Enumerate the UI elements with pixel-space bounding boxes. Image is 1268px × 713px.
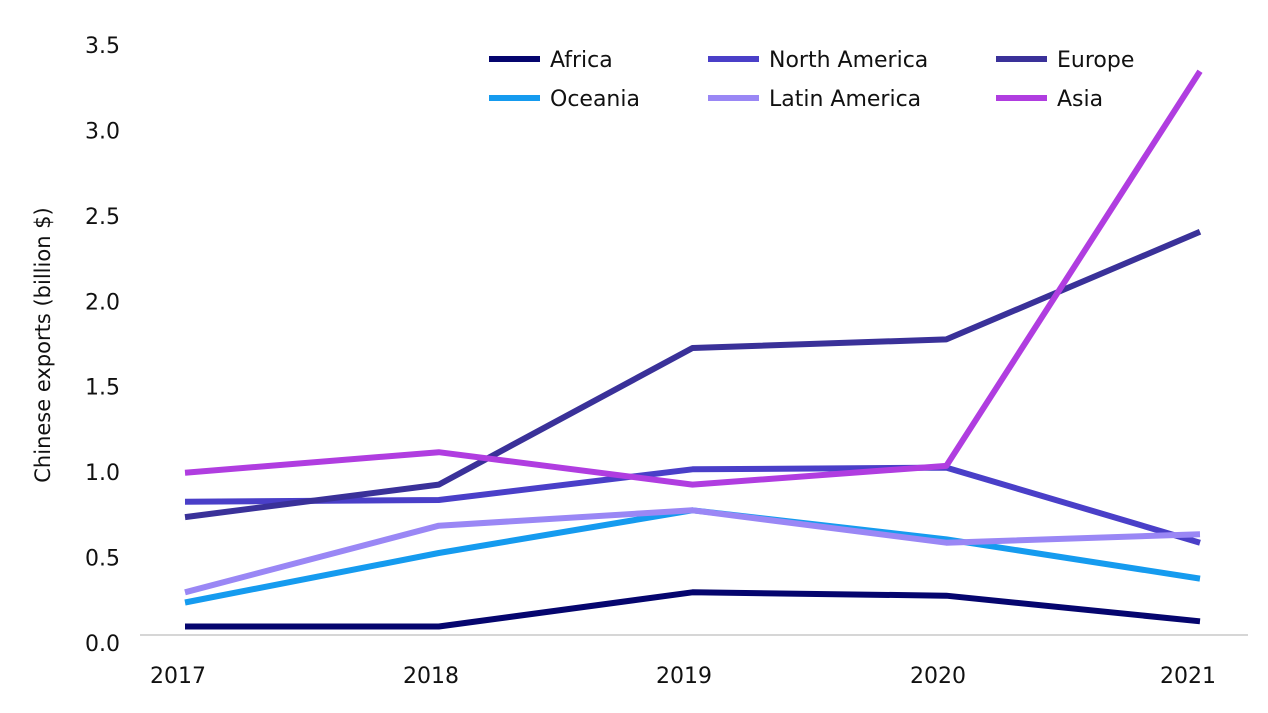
legend-item-oceania: Oceania [489, 87, 640, 112]
y-tick-label: 3.5 [85, 34, 120, 59]
y-axis-ticks: 0.0 0.5 1.0 1.5 2.0 2.5 3.0 3.5 [85, 34, 120, 657]
legend-swatch [996, 95, 1047, 101]
legend-label: Africa [550, 48, 613, 73]
legend-label: Oceania [550, 87, 640, 112]
legend-label: Asia [1057, 87, 1103, 112]
y-tick-label: 1.0 [85, 461, 120, 486]
x-axis-ticks: 2017 2018 2019 2020 2021 [150, 664, 1216, 689]
series-line-asia [184, 69, 1203, 488]
x-tick-label: 2019 [656, 664, 712, 689]
series-line-oceania [184, 507, 1201, 606]
y-tick-label: 2.0 [85, 290, 120, 315]
legend-label: Europe [1057, 48, 1134, 73]
series-line-europe [184, 229, 1202, 521]
y-tick-label: 3.0 [85, 119, 120, 144]
legend-swatch [489, 95, 540, 101]
series-line-latin-america [184, 507, 1201, 596]
legend-label: Latin America [769, 87, 921, 112]
legend-item-africa: Africa [489, 48, 613, 73]
x-tick-label: 2018 [403, 664, 459, 689]
y-tick-label: 0.0 [85, 632, 120, 657]
legend-item-asia: Asia [996, 87, 1103, 112]
series-lines [184, 69, 1203, 630]
y-tick-label: 1.5 [85, 376, 120, 401]
y-tick-label: 2.5 [85, 205, 120, 230]
legend-label: North America [769, 48, 928, 73]
y-tick-label: 0.5 [85, 547, 120, 572]
legend-item-north-america: North America [708, 48, 928, 73]
series-line-north-america [184, 464, 1201, 546]
legend-item-latin-america: Latin America [708, 87, 921, 112]
y-axis-title: Chinese exports (billion $) [31, 207, 55, 482]
legend-item-europe: Europe [996, 48, 1134, 73]
legend-swatch [708, 95, 759, 101]
legend-swatch [489, 56, 540, 62]
x-tick-label: 2017 [150, 664, 206, 689]
series-line-africa [185, 589, 1201, 630]
x-tick-label: 2020 [910, 664, 966, 689]
y-axis-title-group: Chinese exports (billion $) [31, 207, 55, 482]
legend: Africa North America Europe Oceania Latin Am… [489, 48, 1134, 112]
legend-swatch [996, 56, 1047, 62]
x-tick-label: 2021 [1160, 664, 1216, 689]
legend-swatch [708, 56, 759, 62]
